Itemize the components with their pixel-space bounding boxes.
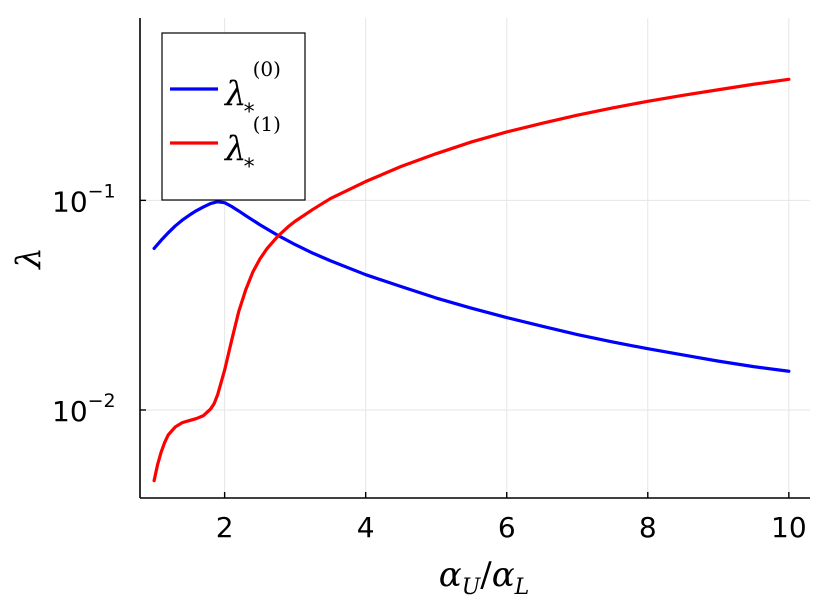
y-tick-exponent: −2 [88,390,116,412]
x-tick-label: 2 [216,511,234,544]
legend: λ*(0) λ*(1) [161,32,306,201]
y-tick-exponent: −1 [88,180,116,202]
y-tick-base: 10 [52,395,88,428]
legend-symbol-1: λ [223,129,247,169]
x-tick-label: 8 [639,511,657,544]
legend-symbol-0: λ [223,74,247,114]
y-ticks: 10−210−1 [52,180,146,428]
legend-box [161,32,306,201]
x-axis-label-base2: α [492,555,515,595]
y-axis-label: λ [9,247,49,271]
series-line-1 [152,77,791,483]
x-ticks: 2 4 6 8 10 [216,492,807,544]
legend-sup-0: (0) [253,57,281,81]
y-tick-label: 10−1 [52,180,116,218]
x-axis-label-sub2: L [514,575,530,600]
series-line-0 [152,200,791,373]
y-tick-base: 10 [52,185,88,218]
x-axis-label-slash: / [480,555,492,595]
legend-sub-0: * [244,100,255,125]
y-tick-label: 10−2 [52,390,116,428]
x-tick-label: 10 [771,511,807,544]
x-tick-label: 6 [498,511,516,544]
legend-sup-1: (1) [253,112,281,136]
legend-sub-1: * [244,155,255,180]
x-axis-label: αU/αL [439,555,530,600]
series-group [152,77,791,483]
x-tick-label: 4 [357,511,375,544]
legend-label-1: λ* (1) [223,112,281,180]
legend-label-0: λ* (0) [223,57,281,125]
x-axis-label-sub1: U [462,575,482,600]
x-axis-label-base1: α [439,555,462,595]
